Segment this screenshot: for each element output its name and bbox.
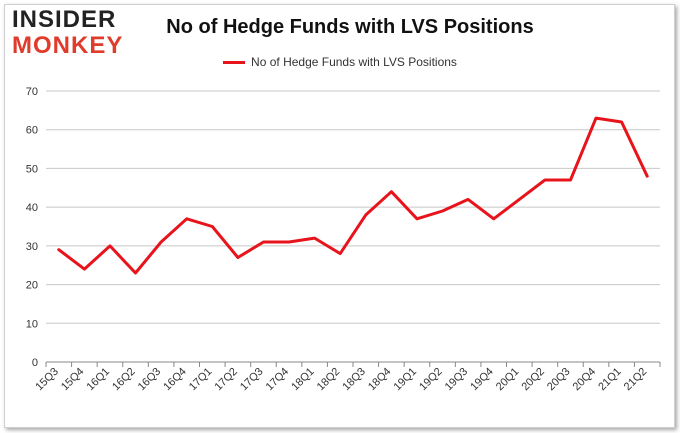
x-tick-label: 21Q2 [622, 366, 650, 394]
y-tick-label: 20 [26, 280, 38, 292]
x-tick-label: 19Q2 [417, 366, 445, 394]
x-tick-label: 21Q1 [596, 366, 624, 394]
x-tick-label: 17Q4 [264, 366, 292, 394]
logo-line-1: INSIDER [12, 6, 117, 33]
y-tick-label: 50 [26, 163, 38, 175]
x-tick-label: 20Q4 [571, 366, 599, 394]
x-tick-label: 20Q1 [494, 366, 522, 394]
legend-swatch [223, 61, 246, 65]
x-tick-label: 17Q1 [187, 366, 215, 394]
y-tick-label: 60 [26, 125, 38, 137]
y-tick-label: 70 [26, 86, 38, 98]
x-tick-label: 18Q2 [315, 366, 343, 394]
x-tick-label: 18Q3 [340, 366, 368, 394]
x-tick-label: 18Q1 [289, 366, 317, 394]
series-line-0 [57, 116, 649, 275]
x-tick-label: 17Q2 [212, 366, 240, 394]
y-tick-label: 30 [26, 241, 38, 253]
chart-frame [4, 4, 675, 428]
x-tick-label: 15Q3 [33, 366, 61, 394]
x-tick-label: 16Q4 [161, 366, 189, 394]
x-tick-label: 18Q4 [366, 366, 394, 394]
x-tick-label: 20Q2 [519, 366, 547, 394]
logo-line-2: MONKEY [12, 32, 124, 59]
legend-label: No of Hedge Funds with LVS Positions [251, 55, 457, 69]
chart-legend: No of Hedge Funds with LVS Positions [0, 55, 680, 69]
x-tick-label: 19Q1 [392, 366, 420, 394]
x-tick-label: 16Q1 [85, 366, 113, 394]
x-tick-label: 16Q2 [110, 366, 138, 394]
chart-title: No of Hedge Funds with LVS Positions [166, 16, 534, 38]
x-tick-label: 15Q4 [59, 366, 87, 394]
y-tick-label: 40 [26, 202, 38, 214]
x-tick-label: 16Q3 [136, 366, 164, 394]
x-tick-label: 19Q4 [468, 366, 496, 394]
x-tick-label: 20Q3 [545, 366, 573, 394]
insider-monkey-logo: INSIDER MONKEY [12, 8, 123, 58]
x-tick-label: 19Q3 [443, 366, 471, 394]
y-tick-label: 0 [32, 357, 38, 369]
x-tick-label: 17Q3 [238, 366, 266, 394]
y-tick-label: 10 [26, 318, 38, 330]
